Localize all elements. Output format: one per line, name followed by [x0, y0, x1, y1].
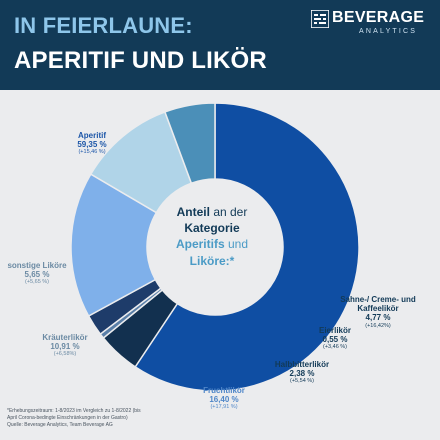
footnote: *Erhebungszeitraum: 1-8/2023 im Vergleic…: [7, 408, 247, 428]
donut-hole: [148, 180, 282, 314]
slice-label-aperitif: Aperitif 59,35 % (+15,46 %): [77, 131, 107, 156]
footnote-line-2: April Corona-bedingte Einschränkungen in…: [7, 414, 128, 421]
donut-slice-aperitif: [134, 102, 360, 392]
donut-center-label: Anteil an der Kategorie Aperitifs und Li…: [150, 204, 274, 269]
logo-brand-text: BEVERAGE: [332, 9, 425, 26]
footnote-line-3: Quelle: Beverage Analytics, Team Beverag…: [7, 421, 113, 428]
title-line-2: APERITIF UND LIKÖR: [14, 47, 267, 74]
center-word-kategorie: Kategorie: [184, 221, 240, 236]
center-word-und: und: [224, 237, 249, 252]
slice-label-kraeuterlikoer: Kräuterlikör 10,91 % (+6,58%): [42, 333, 88, 358]
slice-label-fruchtlikoer: Fruchtlikör 16,40 % (+17,91 %): [203, 386, 245, 411]
slice-label-eierlikoer: Eierlikör 0,55 % (+3,46 %): [318, 326, 351, 351]
center-word-an-der: an der: [209, 205, 248, 219]
slice-label-sahne-creme-kaffeelikoer: Sahne-/ Creme- und Kaffeelikör 4,77 % (+…: [340, 295, 416, 329]
center-word-likoere: Liköre:*: [189, 253, 235, 268]
header-banner: IN FEIERLAUNE: APERITIF UND LIKÖR BEVERA…: [0, 0, 440, 90]
logo-sub-text: ANALYTICS: [359, 28, 418, 35]
donut-slice-sonstige-liköre: [163, 102, 216, 185]
slice-label-halbbitterlikoer: Halbbitterlikör 2,38 % (+5,54 %): [274, 360, 330, 385]
footnote-line-1: *Erhebungszeitraum: 1-8/2023 im Vergleic…: [7, 408, 141, 414]
center-word-anteil: Anteil: [176, 205, 210, 219]
title-line-1: IN FEIERLAUNE:: [14, 13, 193, 38]
slice-label-sonstige-likoere: sonstige Liköre 5,65 % (+5,65 %): [7, 261, 67, 286]
beverage-analytics-logo-icon: [311, 10, 329, 28]
center-word-aperitifs: Aperitifs: [175, 237, 225, 252]
donut-slices: [70, 102, 360, 392]
brand-logo: BEVERAGE ANALYTICS: [311, 9, 435, 35]
